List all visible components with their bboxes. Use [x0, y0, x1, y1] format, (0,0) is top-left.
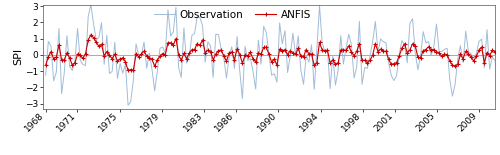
Observation: [77, 59, 83, 61]
Observation: [125, 104, 131, 106]
ANFIS: [42, 64, 48, 66]
ANFIS: [88, 34, 94, 36]
ANFIS: [125, 70, 131, 71]
ANFIS: [252, 61, 258, 63]
Line: Observation: Observation: [46, 5, 500, 105]
ANFIS: [181, 52, 187, 54]
Observation: [290, 32, 296, 34]
Y-axis label: SPI: SPI: [14, 48, 24, 65]
ANFIS: [498, 60, 500, 61]
Observation: [181, 27, 187, 29]
ANFIS: [316, 41, 322, 43]
Observation: [316, 4, 322, 6]
Observation: [252, 88, 258, 90]
Legend: Observation, ANFIS: Observation, ANFIS: [154, 10, 311, 20]
Line: ANFIS: ANFIS: [44, 33, 500, 72]
Observation: [88, 4, 94, 6]
Observation: [498, 61, 500, 62]
Observation: [194, 16, 200, 18]
Observation: [42, 74, 48, 76]
ANFIS: [194, 43, 200, 44]
ANFIS: [290, 52, 296, 54]
ANFIS: [77, 54, 83, 56]
